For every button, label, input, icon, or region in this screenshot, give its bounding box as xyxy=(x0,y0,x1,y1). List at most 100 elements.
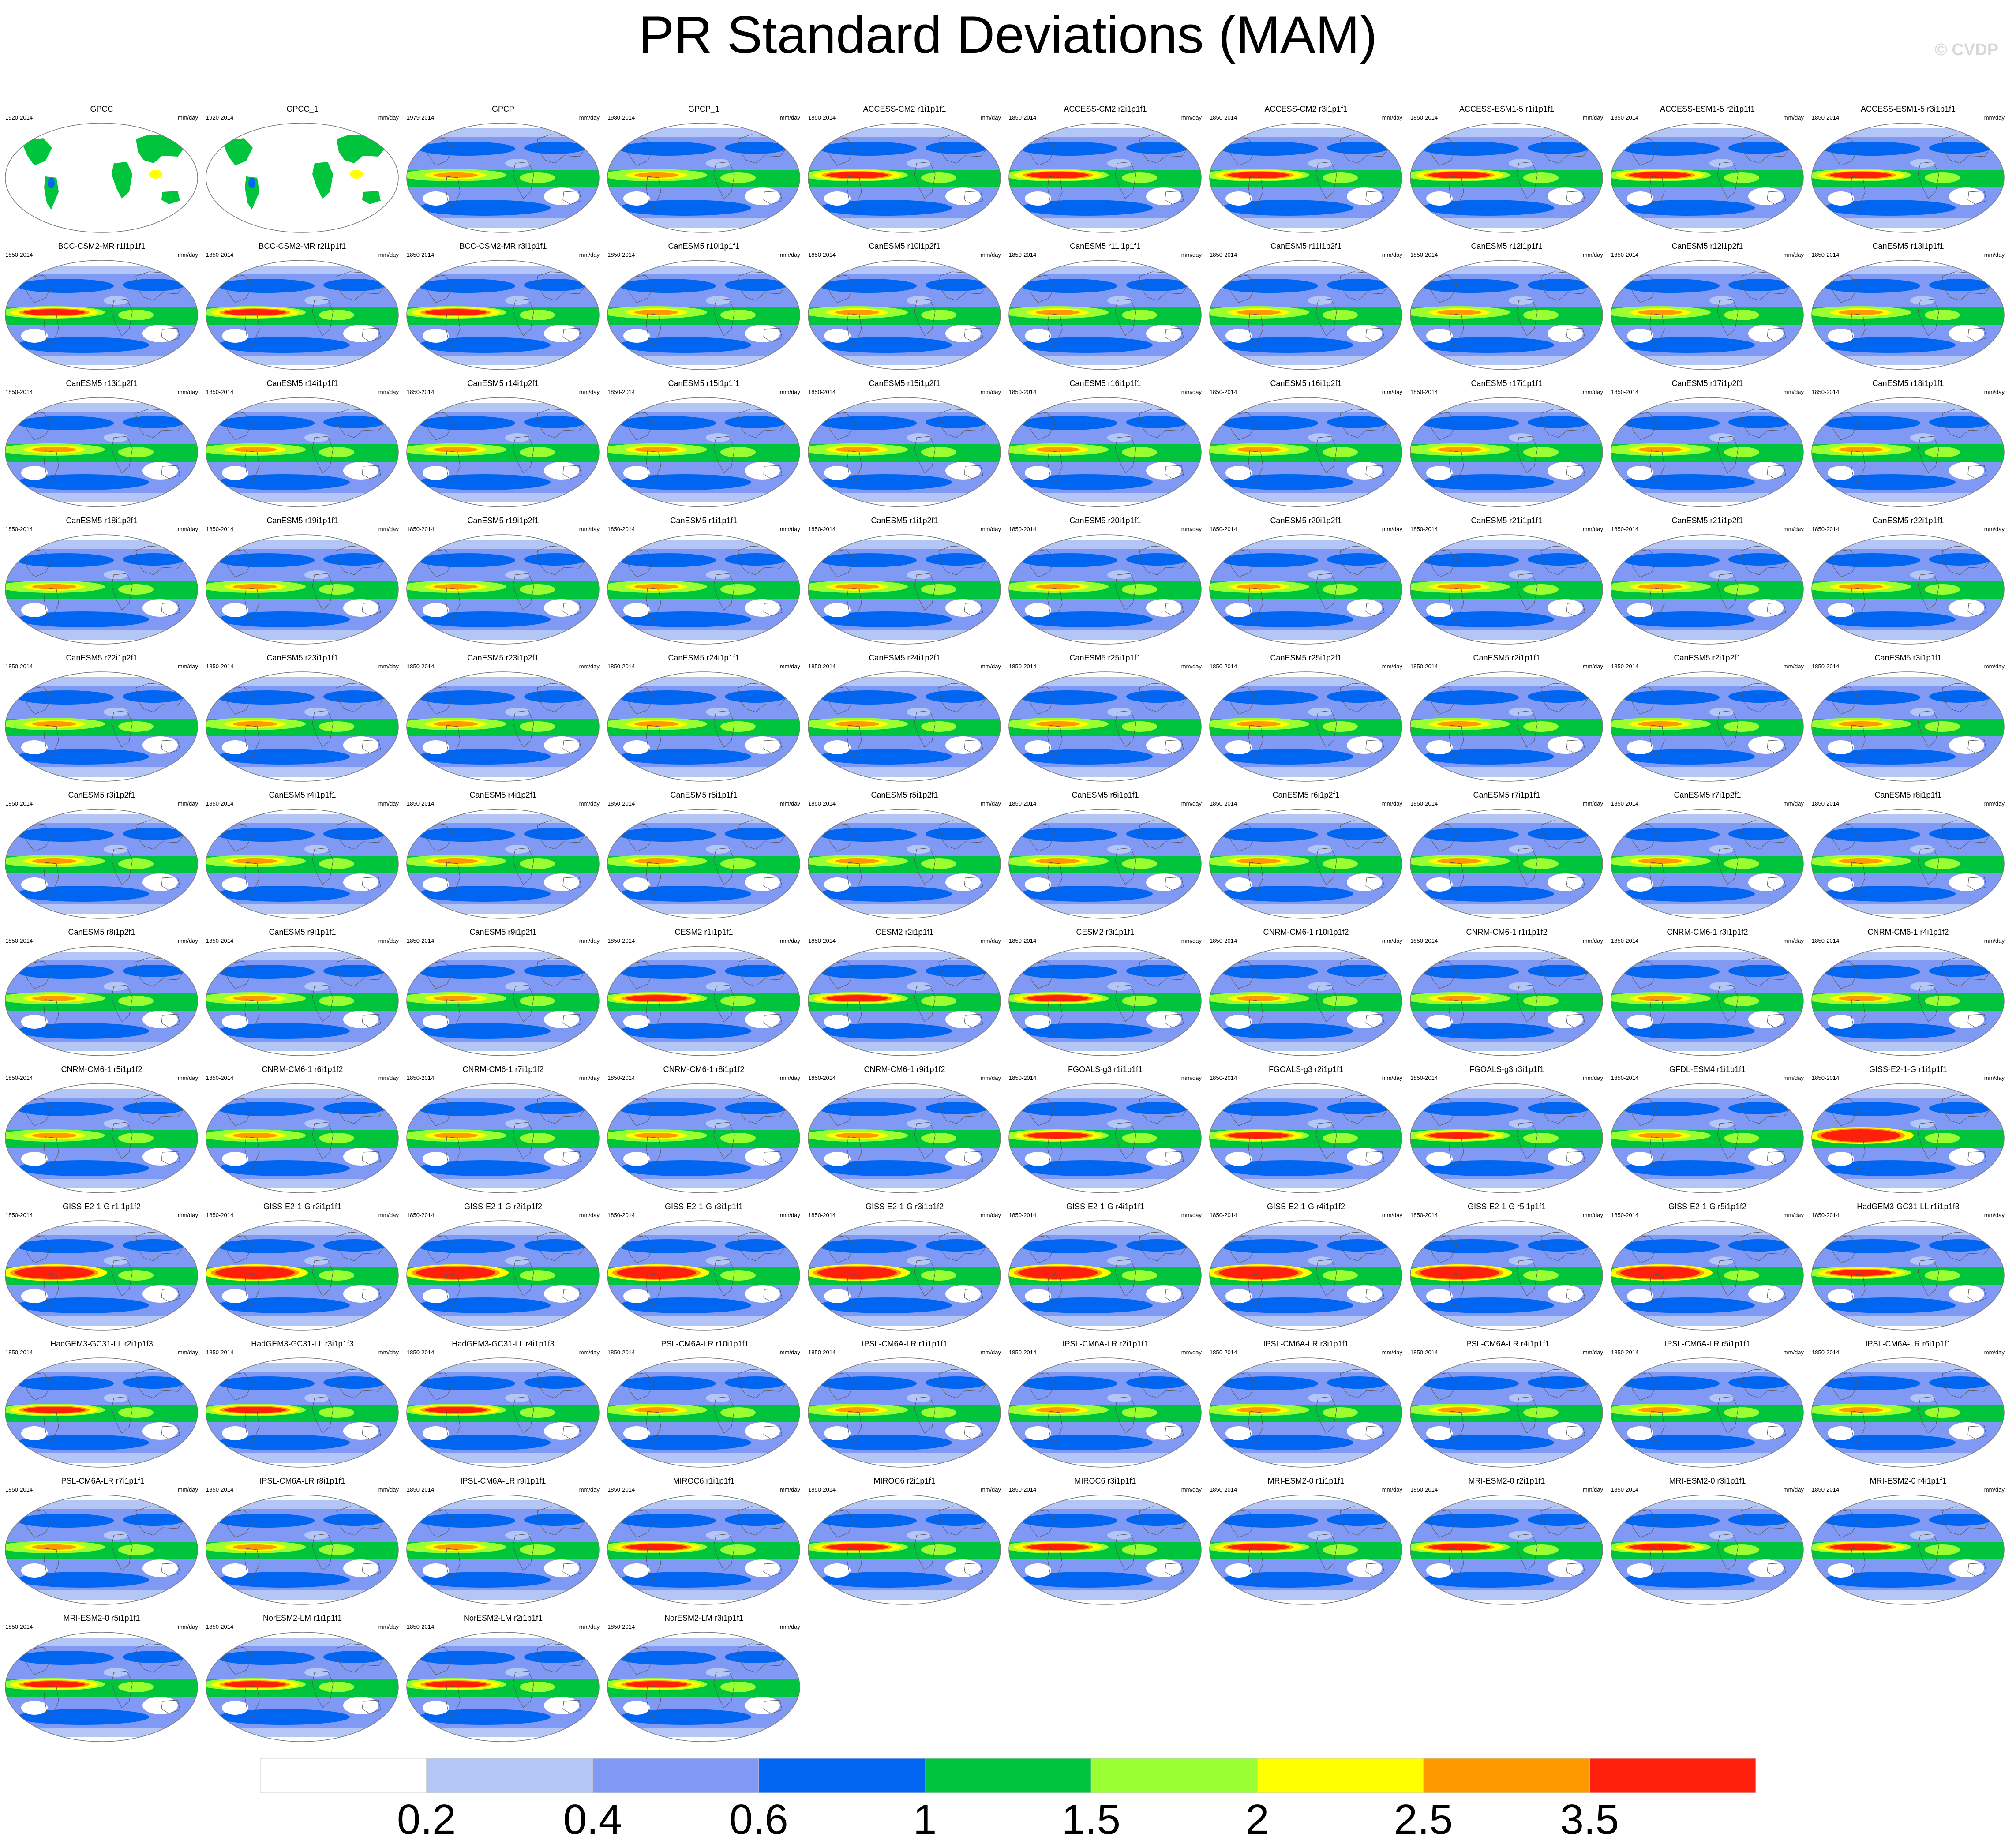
continent-outline xyxy=(938,134,988,164)
continent-outline xyxy=(623,412,655,440)
continent-outline xyxy=(135,1369,185,1398)
panel-title: CanESM5 r5i1p1f1 xyxy=(670,791,738,799)
panel-years: 1850-2014 xyxy=(5,389,33,395)
continent-outline xyxy=(562,1700,582,1714)
continent-outline xyxy=(1717,1533,1739,1571)
continent-outline xyxy=(1717,710,1739,748)
continent-outline xyxy=(1942,1232,1991,1261)
continent-outline xyxy=(1340,957,1389,987)
panel-title: HadGEM3-GC31-LL r3i1p1f3 xyxy=(251,1339,354,1348)
panel-title: GISS-E2-1-G r2i1p1f1 xyxy=(263,1202,342,1211)
continent-outline xyxy=(1449,862,1464,896)
map-panel: CNRM-CM6-1 r8i1p1f2 1850-2014 mm/day xyxy=(606,1064,802,1201)
continent-outline xyxy=(1047,1548,1063,1582)
map-panel: GISS-E2-1-G r2i1p1f2 1850-2014 mm/day xyxy=(405,1201,601,1338)
continent-outline xyxy=(244,1548,260,1582)
continent-outline xyxy=(245,176,259,210)
panel-title: BCC-CSM2-MR r1i1p1f1 xyxy=(58,242,146,251)
continent-outline xyxy=(111,573,133,611)
continent-outline xyxy=(244,725,260,759)
continent-outline xyxy=(1365,328,1385,342)
continent-outline xyxy=(221,549,253,577)
panel-years: 1850-2014 xyxy=(5,251,33,258)
continent-outline xyxy=(422,686,454,715)
panel-years: 1850-2014 xyxy=(5,526,33,532)
continent-outline xyxy=(1717,436,1739,473)
continent-outline xyxy=(914,985,936,1022)
map-panel: BCC-CSM2-MR r1i1p1f1 1850-2014 mm/day xyxy=(4,241,200,378)
world-map xyxy=(1410,534,1603,645)
continent-outline xyxy=(1516,1396,1538,1434)
continent-outline xyxy=(221,1372,253,1401)
continent-outline xyxy=(623,961,655,989)
continent-outline xyxy=(1566,1288,1585,1302)
continent-outline xyxy=(1340,271,1389,301)
continent-outline xyxy=(513,710,534,748)
world-map xyxy=(808,946,1001,1056)
world-map xyxy=(808,671,1001,782)
panel-title: MRI-ESM2-0 r4i1p1f1 xyxy=(1870,1477,1947,1485)
continent-outline xyxy=(562,328,582,342)
continent-outline xyxy=(362,465,381,479)
continent-outline xyxy=(1850,999,1866,1034)
continent-outline xyxy=(312,573,334,611)
map-panel: CanESM5 r6i1p1f1 1850-2014 mm/day xyxy=(1007,790,1203,926)
panel-title: CanESM5 r8i1p2f1 xyxy=(68,928,135,937)
panel-title: CanESM5 r20i1p1f1 xyxy=(1069,516,1141,525)
map-panel: CanESM5 r3i1p1f1 1850-2014 mm/day xyxy=(1810,652,2006,789)
panel-title: CNRM-CM6-1 r5i1p1f2 xyxy=(61,1065,142,1074)
world-map xyxy=(1008,260,1202,370)
panel-title: IPSL-CM6A-LR r3i1p1f1 xyxy=(1263,1339,1349,1348)
panel-units: mm/day xyxy=(779,1486,800,1493)
panel-title: CanESM5 r16i1p2f1 xyxy=(1270,379,1342,388)
continent-outline xyxy=(21,1235,52,1263)
continent-outline xyxy=(763,1700,783,1714)
continent-outline xyxy=(1717,1396,1739,1434)
map-panel: IPSL-CM6A-LR r6i1p1f1 1850-2014 mm/day xyxy=(1810,1338,2006,1475)
panel-years: 1850-2014 xyxy=(407,389,435,395)
continent-outline xyxy=(938,683,988,712)
panel-years: 1850-2014 xyxy=(1009,1212,1037,1218)
continent-outline xyxy=(161,1425,180,1439)
continent-outline xyxy=(422,1235,454,1263)
panel-units: mm/day xyxy=(1984,526,2005,532)
continent-outline xyxy=(1649,1136,1665,1171)
panel-years: 1850-2014 xyxy=(607,1212,635,1218)
continent-outline xyxy=(938,546,988,575)
panel-title: CanESM5 r3i1p2f1 xyxy=(68,791,135,799)
continent-outline xyxy=(1024,961,1056,989)
continent-outline xyxy=(1767,328,1786,342)
continent-outline xyxy=(1315,1122,1337,1159)
world-map xyxy=(1811,1495,2005,1605)
continent-outline xyxy=(914,710,936,748)
panel-units: mm/day xyxy=(1984,800,2005,807)
continent-outline xyxy=(1047,862,1063,896)
world-map xyxy=(406,1357,600,1468)
continent-outline xyxy=(244,1685,260,1720)
panel-units: mm/day xyxy=(1783,1486,1804,1493)
continent-outline xyxy=(1139,134,1188,164)
panel-title: CESM2 r1i1p1f1 xyxy=(674,928,733,937)
panel-years: 1850-2014 xyxy=(808,1075,836,1081)
panel-title: IPSL-CM6A-LR r5i1p1f1 xyxy=(1664,1339,1750,1348)
panel-title: CanESM5 r2i1p1f1 xyxy=(1473,653,1540,662)
continent-outline xyxy=(1248,1274,1263,1308)
continent-outline xyxy=(824,686,855,715)
panel-units: mm/day xyxy=(579,1486,600,1493)
continent-outline xyxy=(738,546,787,575)
continent-outline xyxy=(44,999,59,1034)
panel-title: CNRM-CM6-1 r4i1p1f2 xyxy=(1867,928,1949,937)
map-panel: CESM2 r2i1p1f1 1850-2014 mm/day xyxy=(806,927,1003,1064)
continent-outline xyxy=(537,546,586,575)
continent-outline xyxy=(1365,602,1385,616)
continent-outline xyxy=(1225,1372,1257,1401)
continent-outline xyxy=(1340,1232,1389,1261)
continent-outline xyxy=(1165,602,1184,616)
continent-outline xyxy=(938,1094,988,1124)
panel-units: mm/day xyxy=(1582,389,1603,395)
continent-outline xyxy=(1967,877,1987,891)
continent-outline xyxy=(738,134,787,164)
map-panel: CanESM5 r17i1p1f1 1850-2014 mm/day xyxy=(1409,378,1605,515)
continent-outline xyxy=(763,739,783,753)
continent-outline xyxy=(21,1372,52,1401)
